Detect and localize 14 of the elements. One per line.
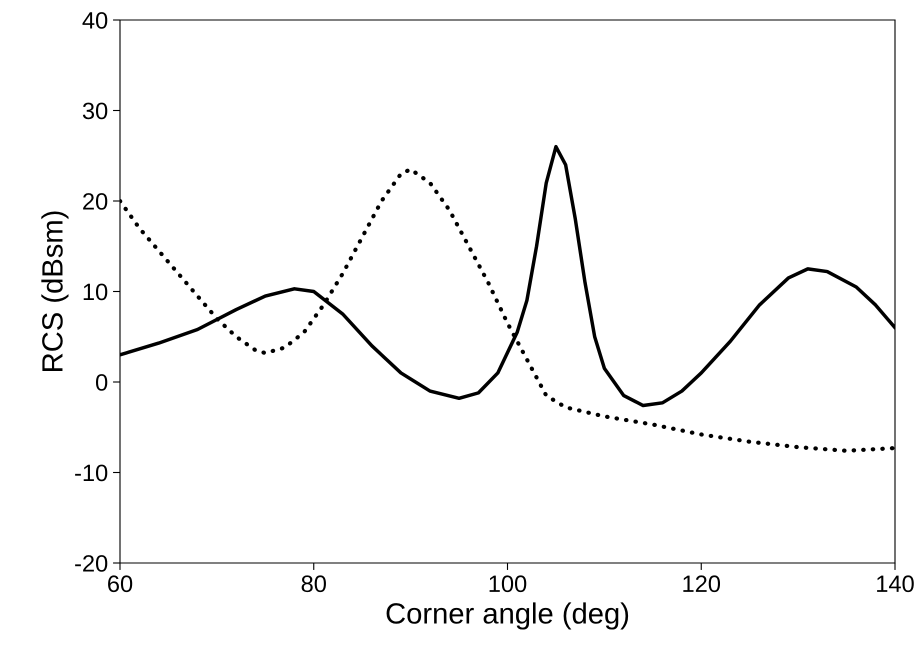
y-tick-label: -10 (75, 464, 108, 482)
y-tick-label: 30 (82, 102, 108, 120)
x-tick-label: 140 (877, 575, 914, 592)
x-tick-label: 60 (108, 575, 132, 592)
y-tick-label: 40 (82, 12, 108, 29)
x-tick-label: 80 (302, 575, 326, 592)
x-tick-label: 100 (490, 575, 526, 592)
x-axis-title: Corner angle (deg) (386, 602, 628, 630)
y-tick-label: 0 (96, 374, 108, 391)
y-axis-title: RCS (dBsm) (41, 211, 69, 371)
x-tick-label: 120 (683, 575, 720, 592)
y-tick-label: -20 (75, 555, 108, 572)
y-tick-label: 20 (83, 193, 108, 210)
y-tick-label: 10 (84, 284, 108, 300)
